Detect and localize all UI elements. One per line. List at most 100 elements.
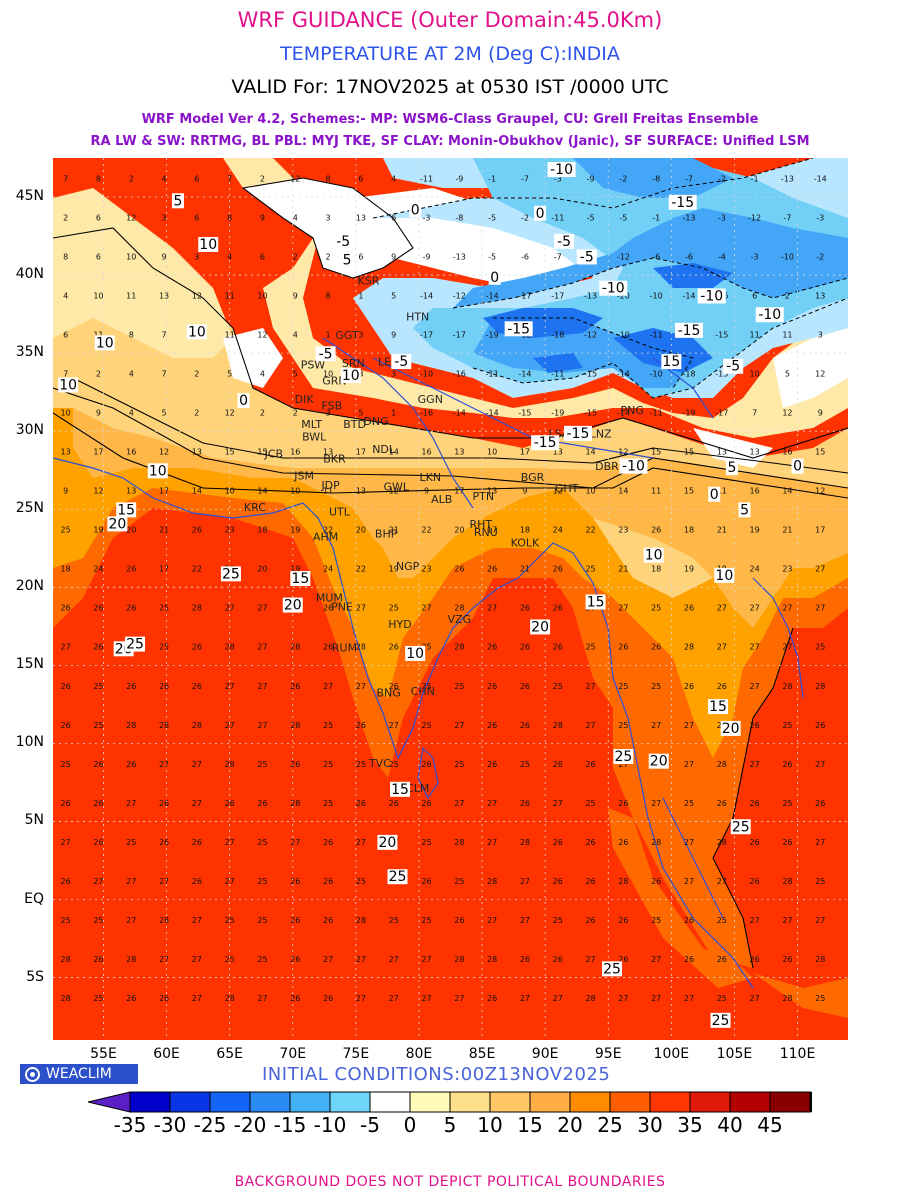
gridpoint-value: 13 [815,291,825,300]
gridpoint-value: 16 [126,448,136,457]
contour-label-box [643,547,664,563]
gridpoint-value: -15 [715,370,728,379]
gridpoint-value: 27 [257,994,267,1003]
gridpoint-value: 3 [818,331,823,340]
colorbar-swatch [129,1091,171,1113]
gridpoint-value: 6 [63,331,68,340]
gridpoint-value: 8 [129,331,134,340]
contour-label-box [220,566,241,582]
gridpoint-value: 27 [487,838,497,847]
city-label: GWL [383,481,409,494]
contour-label-box [94,335,115,351]
city-label: DNG [363,415,388,428]
gridpoint-value: 8 [63,252,68,261]
gridpoint-value: 27 [815,916,825,925]
gridpoint-value: 15 [651,448,661,457]
gridpoint-value: 10 [585,487,595,496]
gridpoint-value: 26 [454,916,464,925]
city-label: JCB [264,448,283,461]
temperature-map: 7 8 2 4 6 7 2 12 8 6 4 -11 -9 -1 -7 -3 -9 -2 -8 -7 -2 -1 -13 -1… [53,158,848,1040]
contour-label-box [315,346,336,362]
colorbar-label: -5 [360,1113,380,1137]
gridpoint-value: 2 [63,213,68,222]
gridpoint-value: 9 [293,291,298,300]
gridpoint-value: 26 [126,604,136,613]
gridpoint-value: -18 [551,331,564,340]
colorbar-swatch [689,1091,731,1113]
gridpoint-value: 10 [61,409,71,418]
gridpoint-value: 26 [389,799,399,808]
gridpoint-value: 15 [684,448,694,457]
gridpoint-value: -11 [650,409,663,418]
city-label: RNU [474,526,498,539]
gridpoint-value: 24 [93,565,103,574]
gridpoint-value: 28 [192,604,202,613]
gridpoint-value: 28 [782,994,792,1003]
contour-label-box [391,354,412,370]
gridpoint-value: 26 [159,838,169,847]
gridpoint-value: 13 [323,448,333,457]
gridpoint-value: 10 [225,487,235,496]
gridpoint-value: 5 [162,409,167,418]
gridpoint-value: 13 [61,448,71,457]
gridpoint-value: 26 [290,760,300,769]
gridpoint-value: 26 [61,721,71,730]
contour-label: 20 [108,516,126,532]
gridpoint-value: 14 [782,487,792,496]
latitude-label: 20N [15,578,44,595]
gridpoint-value: 23 [782,565,792,574]
gridpoint-value: -13 [781,174,794,183]
colorbar-swatch [329,1091,371,1113]
gridpoint-value: -14 [518,370,531,379]
gridpoint-value: 4 [391,174,396,183]
latitude-label: 10N [15,734,44,751]
gridpoint-value: 25 [520,760,530,769]
gridpoint-value: 9 [391,252,396,261]
gridpoint-value: 21 [520,565,530,574]
gridpoint-value: 25 [93,916,103,925]
gridpoint-value: 27 [192,955,202,964]
gridpoint-value: 27 [815,604,825,613]
gridpoint-value: -12 [584,331,597,340]
gridpoint-value: 27 [553,994,563,1003]
city-label: HYD [388,618,411,631]
gridpoint-value: 26 [323,877,333,886]
gridpoint-value: 11 [651,487,661,496]
city-label: JDP [320,479,340,492]
gridpoint-value: 25 [815,877,825,886]
gridpoint-value: 22 [192,565,202,574]
gridpoint-value: 26 [717,955,727,964]
gridpoint-value: 25 [585,643,595,652]
contour-label: 10 [406,646,424,662]
gridpoint-value: -19 [486,331,499,340]
contour-label-box [585,594,606,610]
gridpoint-value: 21 [618,565,628,574]
gridpoint-value: -3 [718,213,726,222]
gridpoint-value: 24 [323,565,333,574]
valid-time: VALID For: 17NOV2025 at 0530 IST /0000 U… [231,76,669,98]
gridpoint-value: 28 [717,760,727,769]
gridpoint-value: 12 [782,409,792,418]
gridpoint-value: 26 [782,760,792,769]
gridpoint-value: -10 [650,291,663,300]
gridpoint-value: 13 [750,448,760,457]
gridpoint-value: 8 [96,174,101,183]
gridpoint-value: 27 [684,838,694,847]
latitude-label: 5S [26,968,44,985]
gridpoint-value: -17 [551,291,564,300]
gridpoint-value: 27 [651,955,661,964]
contour-label: 0 [239,393,248,409]
gridpoint-value: -3 [816,213,824,222]
gridpoint-value: 2 [293,252,298,261]
contour-label-box [409,202,422,218]
gridpoint-value: 18 [61,565,71,574]
gridpoint-value: -14 [453,409,466,418]
gridpoint-value: 26 [585,877,595,886]
gridpoint-value: 11 [225,291,235,300]
gridpoint-value: 25 [421,838,431,847]
city-label: BWL [302,431,327,444]
contour-label: 20 [378,835,396,851]
gridpoint-value: -17 [715,409,728,418]
contour-label-box [576,249,597,265]
gridpoint-value: 16 [421,448,431,457]
